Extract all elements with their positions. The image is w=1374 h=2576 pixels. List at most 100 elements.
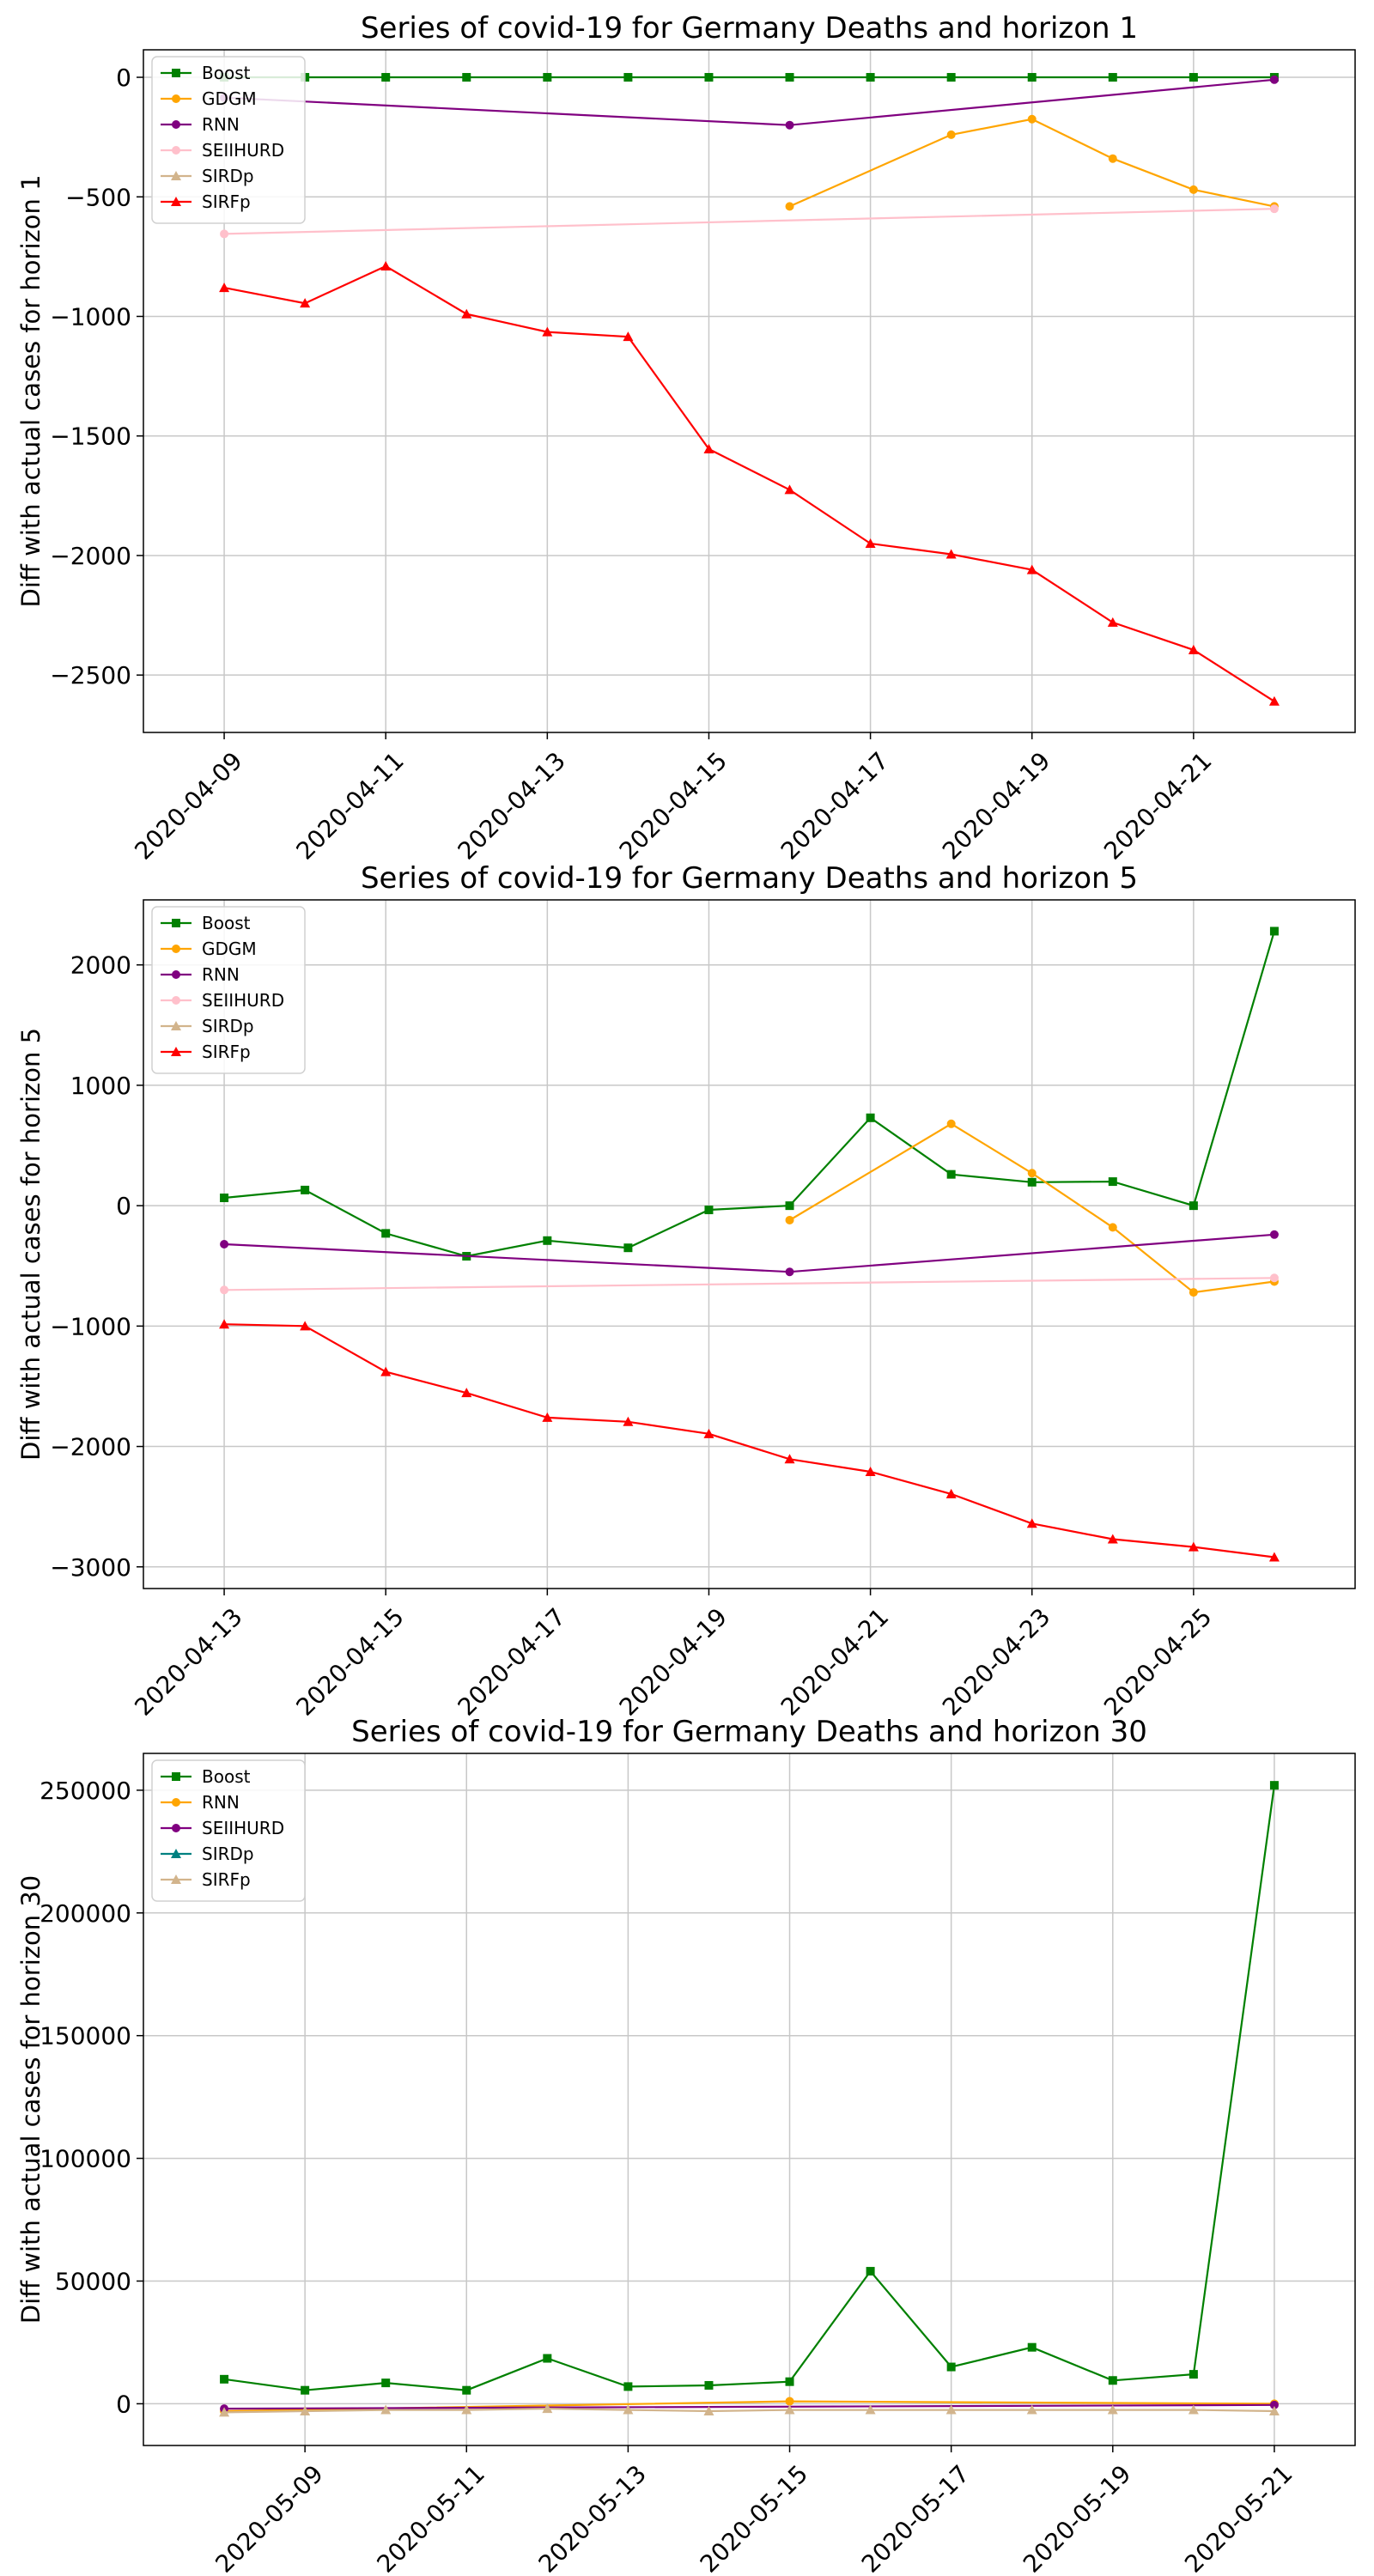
series-sirfp [219, 1319, 1280, 1562]
y-tick-label: −2000 [50, 542, 131, 570]
data-point [703, 1428, 714, 1438]
series-boost [220, 1781, 1279, 2395]
data-point [703, 444, 714, 454]
data-point [1268, 1552, 1280, 1562]
data-point [380, 1366, 392, 1376]
data-point [542, 1412, 553, 1422]
data-point [865, 1466, 876, 1476]
y-tick-label: −3000 [50, 1553, 131, 1582]
data-point [946, 130, 956, 139]
y-tick-label: −1000 [50, 302, 131, 331]
legend: Boost GDGM RNN SEIIHURD SIRDp SIRFp [151, 906, 306, 1074]
data-point [785, 1215, 794, 1224]
data-point [1108, 2376, 1117, 2385]
plot-frame [143, 49, 1356, 733]
data-point [1026, 1518, 1037, 1528]
y-tick-label: 0 [116, 2390, 131, 2418]
data-point [865, 538, 876, 549]
x-tick-label: 2020-04-19 [937, 746, 1055, 865]
legend-label: SEIIHURD [202, 990, 284, 1011]
legend-label: RNN [202, 964, 240, 985]
data-point [623, 331, 634, 342]
x-tick-label: 2020-04-09 [129, 746, 247, 865]
data-point [784, 2404, 795, 2415]
legend-item: SIRFp [161, 1869, 251, 1890]
data-point [1107, 617, 1118, 627]
data-point [461, 308, 472, 319]
y-tick-label: 50000 [55, 2268, 131, 2296]
x-tick-label: 2020-04-15 [614, 746, 733, 865]
data-point [866, 2267, 875, 2276]
y-axis-label: Diff with actual cases for horizon 30 [16, 1875, 46, 2324]
data-point [1026, 564, 1037, 574]
legend-label: GDGM [202, 939, 257, 959]
data-point [1269, 927, 1279, 936]
legend-marker [171, 1021, 181, 1030]
y-tick-label: 0 [116, 64, 131, 92]
data-point [381, 73, 391, 82]
data-point [1269, 1781, 1279, 1790]
legend-item: SEIIHURD [161, 1818, 284, 1838]
legend-label: GDGM [202, 88, 257, 109]
data-point [380, 261, 392, 271]
series-line [224, 78, 1275, 126]
data-point [219, 2407, 230, 2417]
legend-item: GDGM [161, 88, 257, 109]
legend-label: SEIIHURD [202, 1818, 284, 1838]
legend-marker [171, 1849, 181, 1858]
legend-item: Boost [161, 63, 251, 83]
data-point [1268, 2405, 1280, 2415]
data-point [1188, 1541, 1199, 1552]
data-point [1189, 1288, 1198, 1297]
series-boost [220, 73, 1279, 82]
x-tick-label: 2020-04-11 [290, 746, 409, 865]
legend-marker [171, 1874, 181, 1884]
data-point [1268, 696, 1280, 706]
data-point [785, 120, 794, 130]
legend-label: SIRFp [202, 1042, 251, 1062]
series-line [223, 264, 1275, 702]
data-point [301, 1185, 310, 1194]
legend-marker [172, 970, 180, 979]
y-tick-label: 200000 [40, 1899, 131, 1928]
data-point [623, 2404, 634, 2415]
plot-frame [143, 899, 1356, 1589]
legend-label: SEIIHURD [202, 140, 284, 161]
legend-item: SIRDp [161, 1016, 254, 1036]
y-tick-label: −2500 [50, 661, 131, 690]
y-tick-label: 0 [116, 1192, 131, 1220]
data-point [543, 73, 552, 82]
y-axis-label: Diff with actual cases for horizon 5 [16, 1028, 46, 1461]
data-point [220, 1240, 229, 1249]
data-point [623, 1416, 634, 1426]
data-point [301, 2385, 310, 2395]
series-sirfp [219, 261, 1280, 706]
y-tick-label: −2000 [50, 1433, 131, 1461]
data-point [945, 1488, 957, 1498]
legend-item: SEIIHURD [161, 990, 284, 1011]
data-point [785, 2397, 794, 2406]
x-tick-label: 2020-04-21 [1098, 746, 1217, 865]
legend-marker [172, 1772, 180, 1781]
x-tick-label: 2020-04-17 [453, 1602, 571, 1721]
legend-item: RNN [161, 964, 240, 985]
legend-label: RNN [202, 1792, 240, 1813]
data-point [461, 1388, 472, 1398]
data-point [1269, 204, 1279, 214]
x-tick-label: 2020-05-11 [372, 2459, 490, 2576]
series-seiihurd [220, 204, 1279, 239]
data-point [946, 1119, 956, 1128]
data-point [1188, 2404, 1199, 2415]
data-point [1027, 1177, 1037, 1187]
series-sirfp [219, 2403, 1280, 2417]
y-tick-label: −1000 [50, 1312, 131, 1340]
data-point [1027, 73, 1037, 82]
legend-label: SIRDp [202, 1844, 254, 1864]
data-point [785, 73, 794, 82]
legend-label: SIRFp [202, 1869, 251, 1890]
data-point [542, 326, 553, 337]
series-line [224, 1277, 1274, 1291]
series-line [789, 118, 1275, 208]
data-point [1269, 75, 1279, 84]
x-tick-label: 2020-04-21 [775, 1602, 894, 1721]
